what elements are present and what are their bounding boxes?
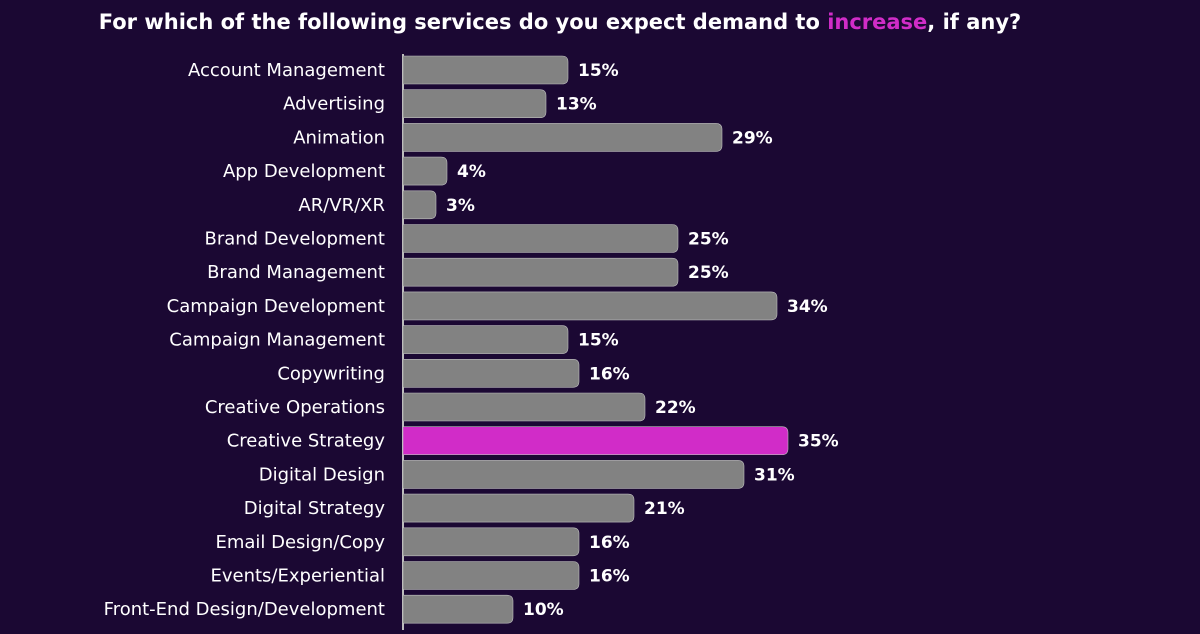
category-label: Events/Experiential xyxy=(210,566,385,587)
value-label: 21% xyxy=(644,499,685,519)
bar xyxy=(402,561,580,590)
value-label: 13% xyxy=(556,95,597,115)
value-label: 34% xyxy=(787,297,828,317)
category-label: Brand Development xyxy=(204,229,385,250)
bar xyxy=(402,493,635,523)
bar xyxy=(402,156,448,186)
value-label: 22% xyxy=(655,398,696,418)
value-label: 29% xyxy=(732,128,773,148)
bar xyxy=(402,325,569,354)
bar xyxy=(402,224,679,253)
category-label: Creative Operations xyxy=(205,397,385,418)
category-label: Front-End Design/Development xyxy=(104,599,385,620)
category-label: App Development xyxy=(223,161,385,182)
category-label: Account Management xyxy=(188,60,385,81)
category-label: Digital Strategy xyxy=(244,498,386,519)
bar xyxy=(402,426,789,455)
value-label: 16% xyxy=(589,533,630,553)
category-label: Brand Management xyxy=(207,262,385,283)
value-label: 16% xyxy=(589,364,630,384)
bar xyxy=(402,460,745,489)
value-label: 35% xyxy=(798,432,839,452)
value-label: 25% xyxy=(688,230,729,250)
category-label: Creative Strategy xyxy=(227,431,386,452)
category-label: Advertising xyxy=(283,94,385,115)
value-label: 4% xyxy=(457,162,486,182)
bar xyxy=(402,89,547,118)
category-label: Animation xyxy=(293,127,385,148)
chart-title: For which of the following services do y… xyxy=(99,10,1021,34)
value-label: 10% xyxy=(523,600,564,620)
category-label: Campaign Development xyxy=(167,296,385,317)
category-label: Email Design/Copy xyxy=(215,532,385,553)
bar xyxy=(402,594,514,624)
bar xyxy=(402,55,569,85)
bar xyxy=(402,190,437,220)
value-label: 15% xyxy=(578,331,619,351)
value-label: 15% xyxy=(578,61,619,81)
value-label: 31% xyxy=(754,465,795,485)
bar xyxy=(402,359,580,388)
bar xyxy=(402,527,580,557)
bar xyxy=(402,392,646,422)
title-part: , if any? xyxy=(927,10,1021,34)
category-label: Copywriting xyxy=(277,363,385,384)
category-label: AR/VR/XR xyxy=(298,195,385,216)
title-part: For which of the following services do y… xyxy=(99,10,827,34)
bar xyxy=(402,291,778,321)
value-label: 16% xyxy=(589,567,630,587)
title-part: increase xyxy=(827,10,927,34)
value-label: 25% xyxy=(688,263,729,283)
bar xyxy=(402,123,723,152)
bar xyxy=(402,257,679,287)
category-label: Campaign Management xyxy=(169,330,385,351)
value-label: 3% xyxy=(446,196,475,216)
category-label: Digital Design xyxy=(259,464,385,485)
